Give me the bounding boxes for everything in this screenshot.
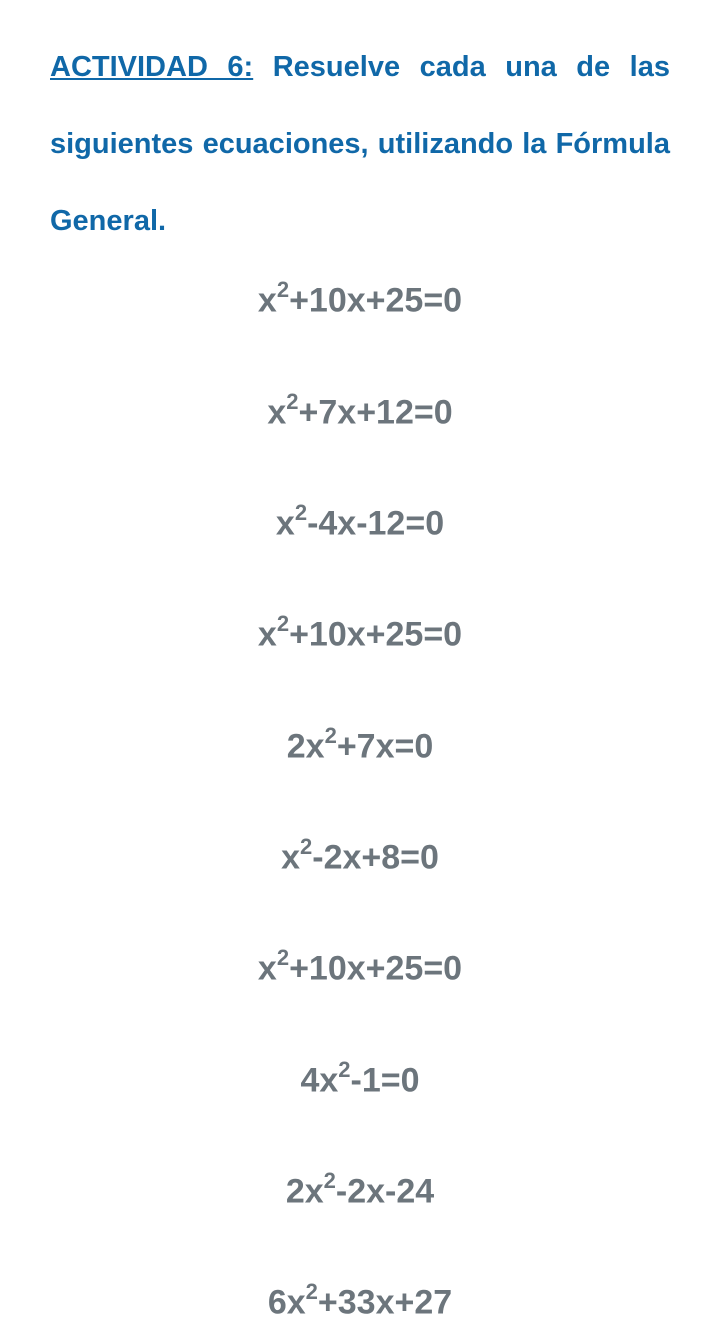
- equation-exponent: 2: [277, 611, 289, 636]
- equation-base: x: [281, 838, 300, 876]
- equation-item: 2x2-2x-24: [286, 1170, 434, 1211]
- equation-exponent: 2: [277, 277, 289, 302]
- equation-item: x2-4x-12=0: [276, 502, 444, 543]
- equation-rest: +10x+25=0: [289, 950, 462, 988]
- equation-base: x: [306, 727, 325, 765]
- equation-exponent: 2: [286, 389, 298, 414]
- equation-rest: +10x+25=0: [289, 616, 462, 654]
- activity-header-line2: siguientes ecuaciones, utilizando la Fór…: [50, 125, 670, 164]
- equation-base: x: [267, 393, 286, 431]
- activity-header-line3: General.: [50, 202, 670, 241]
- equation-exponent: 2: [306, 1279, 318, 1304]
- equation-prefix: 6: [268, 1284, 287, 1322]
- equations-list: x2+10x+25=0 x2+7x+12=0 x2-4x-12=0 x2+10x…: [50, 279, 670, 1322]
- instruction-text-2: siguientes ecuaciones, utilizando la Fór…: [50, 128, 670, 160]
- equation-base: x: [258, 616, 277, 654]
- equation-rest: -2x+8=0: [312, 838, 439, 876]
- equation-item: x2+10x+25=0: [258, 947, 462, 988]
- equation-exponent: 2: [295, 500, 307, 525]
- equation-rest: +33x+27: [318, 1284, 452, 1322]
- equation-exponent: 2: [325, 723, 337, 748]
- equation-rest: -2x-24: [336, 1172, 434, 1210]
- equation-exponent: 2: [277, 945, 289, 970]
- equation-exponent: 2: [300, 834, 312, 859]
- equation-prefix: 2: [287, 727, 306, 765]
- equation-item: x2-2x+8=0: [281, 836, 439, 877]
- equation-base: x: [305, 1172, 324, 1210]
- equation-item: x2+10x+25=0: [258, 613, 462, 654]
- equation-rest: +10x+25=0: [289, 282, 462, 320]
- equation-base: x: [319, 1061, 338, 1099]
- equation-item: 2x2+7x=0: [287, 725, 434, 766]
- instruction-text-3: General.: [50, 205, 166, 237]
- equation-rest: -4x-12=0: [307, 504, 444, 542]
- equation-item: x2+7x+12=0: [267, 391, 452, 432]
- equation-item: 4x2-1=0: [300, 1059, 419, 1100]
- equation-base: x: [287, 1284, 306, 1322]
- equation-base: x: [258, 282, 277, 320]
- equation-item: 6x2+33x+27: [268, 1281, 452, 1322]
- equation-rest: -1=0: [351, 1061, 420, 1099]
- activity-header: ACTIVIDAD 6: Resuelve cada una de las: [50, 48, 670, 87]
- equation-exponent: 2: [324, 1168, 336, 1193]
- equation-exponent: 2: [338, 1057, 350, 1082]
- equation-prefix: 2: [286, 1172, 305, 1210]
- equation-base: x: [258, 950, 277, 988]
- equation-rest: +7x=0: [337, 727, 433, 765]
- activity-label: ACTIVIDAD 6:: [50, 51, 253, 83]
- equation-prefix: 4: [300, 1061, 319, 1099]
- equation-rest: +7x+12=0: [299, 393, 453, 431]
- equation-base: x: [276, 504, 295, 542]
- equation-item: x2+10x+25=0: [258, 279, 462, 320]
- instruction-text-1: Resuelve cada una de las: [253, 51, 670, 83]
